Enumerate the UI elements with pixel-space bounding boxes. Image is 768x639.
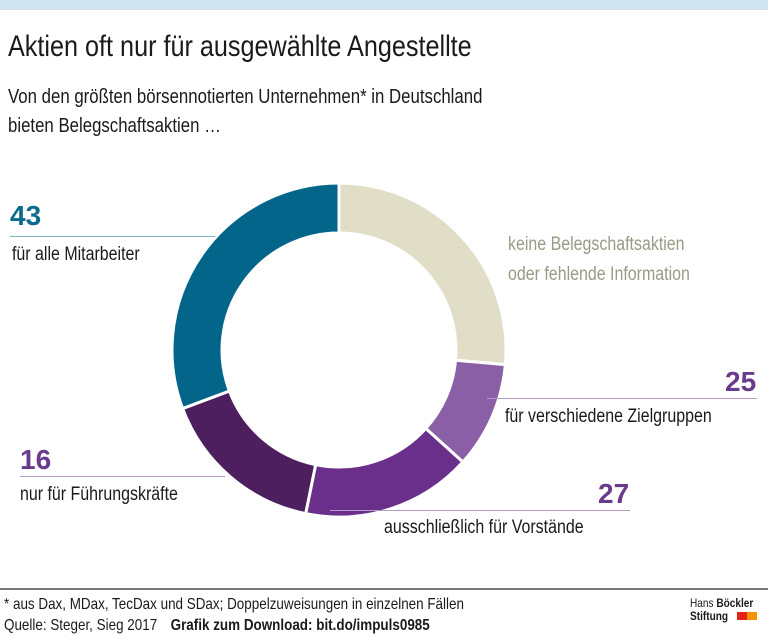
leader-line-zielgruppen bbox=[487, 398, 757, 399]
label-zielgruppen: für verschiedene Zielgruppen bbox=[505, 406, 712, 427]
footnote: * aus Dax, MDax, TecDax und SDax; Doppel… bbox=[4, 596, 464, 613]
title-text: Aktien oft nur für ausgewählte Angestell… bbox=[8, 30, 472, 63]
logo-red-square bbox=[737, 612, 747, 620]
logo-orange-square bbox=[747, 612, 757, 620]
subtitle-line-2: bieten Belegschaftsaktien … bbox=[8, 115, 221, 137]
donut-slice-4 bbox=[170, 181, 341, 411]
chart-title: Aktien oft nur für ausgewählte Angestell… bbox=[8, 30, 560, 64]
leader-line-vorstaende bbox=[330, 510, 630, 511]
top-bar bbox=[0, 0, 768, 10]
label-vorstaende: ausschließlich für Vorstände bbox=[384, 517, 584, 538]
source-line: Quelle: Steger, Sieg 2017 Grafik zum Down… bbox=[4, 617, 511, 635]
donut-slice-0 bbox=[337, 181, 508, 367]
leader-line-fuehrung bbox=[20, 476, 225, 477]
value-fuehrung: 16 bbox=[20, 444, 52, 475]
value-vorstaende: 27 bbox=[598, 478, 630, 509]
footer-divider bbox=[0, 588, 768, 590]
label-keine: keine Belegschaftsaktien oder fehlende In… bbox=[508, 234, 690, 285]
donut-slice-2 bbox=[303, 426, 465, 519]
value-alle: 43 bbox=[10, 200, 42, 231]
hans-boeckler-logo: Hans Böckler Stiftung bbox=[690, 597, 765, 623]
label-alle: für alle Mitarbeiter bbox=[12, 244, 140, 265]
source: Quelle: Steger, Sieg 2017 bbox=[4, 617, 158, 634]
download-link[interactable]: Grafik zum Download: bit.do/impuls0985 bbox=[170, 617, 430, 634]
subtitle-line-1: Von den größten börsennotierten Unterneh… bbox=[8, 86, 483, 108]
value-zielgruppen: 25 bbox=[725, 366, 757, 397]
label-fuehrung: nur für Führungskräfte bbox=[20, 484, 178, 505]
leader-line-alle bbox=[10, 236, 215, 237]
chart-subtitle: Von den größten börsennotierten Unterneh… bbox=[8, 83, 573, 141]
